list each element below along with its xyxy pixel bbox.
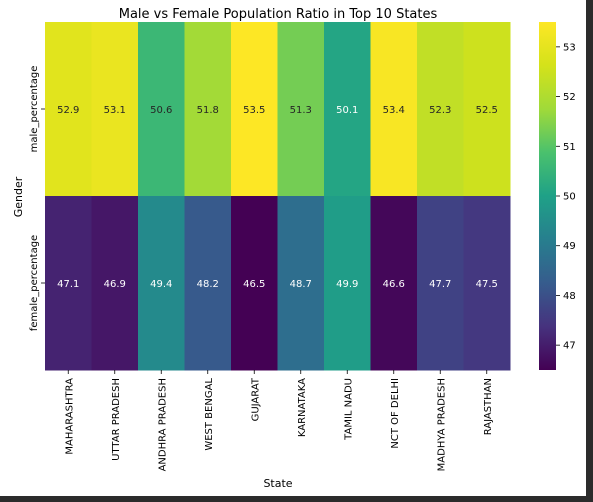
x-tick-label: NCT OF DELHI bbox=[390, 378, 401, 449]
heatmap-cell bbox=[417, 22, 464, 197]
cell-value-label: 52.3 bbox=[429, 105, 451, 116]
colorbar-tick-label: 48 bbox=[563, 291, 576, 302]
colorbar-tick-label: 47 bbox=[563, 341, 576, 352]
cell-value-labels: 52.9 53.1 50.6 51.8 53.5 51.3 50.1 53.4 52.3 52.5… bbox=[57, 105, 498, 290]
colorbar-tick-label: 49 bbox=[563, 241, 576, 252]
cell-value-label: 46.5 bbox=[243, 279, 265, 290]
heatmap-chart: Male vs Female Population Ratio in Top 1… bbox=[12, 7, 576, 490]
heatmap-cell bbox=[463, 196, 511, 371]
x-tick-label: RAJASTHAN bbox=[483, 378, 494, 435]
cell-value-label: 52.9 bbox=[57, 105, 79, 116]
heatmap-cell bbox=[277, 196, 325, 371]
heatmap-cell bbox=[184, 22, 232, 197]
cell-value-label: 53.4 bbox=[383, 105, 405, 116]
heatmap-cells bbox=[45, 22, 511, 371]
y-tick-label: male_percentage bbox=[29, 66, 40, 153]
heatmap-cell bbox=[91, 196, 139, 371]
cell-value-label: 49.9 bbox=[336, 279, 358, 290]
heatmap-cell bbox=[138, 196, 185, 371]
cell-value-label: 51.8 bbox=[197, 105, 219, 116]
x-tick-label: WEST BENGAL bbox=[204, 378, 215, 451]
cell-value-label: 47.7 bbox=[429, 279, 451, 290]
colorbar-tick-label: 53 bbox=[563, 42, 576, 53]
colorbar-ticks: 47 48 49 50 51 52 53 bbox=[556, 42, 576, 352]
x-tick-label: UTTAR PRADESH bbox=[111, 378, 122, 461]
cell-value-label: 53.5 bbox=[243, 105, 265, 116]
x-tick-label: MAHARASHTRA bbox=[64, 378, 75, 455]
heatmap-cell bbox=[45, 22, 92, 197]
cell-value-label: 49.4 bbox=[150, 279, 172, 290]
cell-value-label: 50.6 bbox=[150, 105, 172, 116]
x-tick-label: GUJARAT bbox=[250, 377, 261, 421]
cell-value-label: 46.9 bbox=[104, 279, 126, 290]
heatmap-cell bbox=[231, 196, 278, 371]
cell-value-label: 51.3 bbox=[290, 105, 312, 116]
x-tick-label: MADHYA PRADESH bbox=[436, 378, 447, 471]
x-tick-labels: MAHARASHTRA UTTAR PRADESH ANDHRA PRADESH WE… bbox=[64, 370, 494, 471]
x-tick-label: TAMIL NADU bbox=[343, 378, 354, 441]
heatmap-cell bbox=[417, 196, 464, 371]
cell-value-label: 52.5 bbox=[476, 105, 498, 116]
chart-title: Male vs Female Population Ratio in Top 1… bbox=[119, 7, 438, 22]
heatmap-cell bbox=[463, 22, 511, 197]
cell-value-label: 47.5 bbox=[476, 279, 498, 290]
x-tick-label: KARNATAKA bbox=[297, 378, 308, 437]
y-tick-labels: male_percentage female_percentage bbox=[29, 66, 45, 331]
heatmap-cell bbox=[277, 22, 325, 197]
colorbar-tick-label: 50 bbox=[563, 192, 576, 203]
cell-value-label: 47.1 bbox=[57, 279, 79, 290]
cell-value-label: 46.6 bbox=[383, 279, 405, 290]
cell-value-label: 48.2 bbox=[197, 279, 219, 290]
figure-background: Male vs Female Population Ratio in Top 1… bbox=[0, 0, 586, 496]
y-tick-label: female_percentage bbox=[29, 235, 40, 331]
x-axis-label: State bbox=[263, 477, 292, 490]
heatmap-cell bbox=[324, 196, 371, 371]
cell-value-label: 48.7 bbox=[290, 279, 312, 290]
colorbar bbox=[539, 22, 556, 370]
heatmap-cell bbox=[231, 22, 278, 197]
heatmap-cell bbox=[370, 196, 418, 371]
cell-value-label: 50.1 bbox=[336, 105, 358, 116]
heatmap-cell bbox=[138, 22, 185, 197]
cell-value-label: 53.1 bbox=[104, 105, 126, 116]
y-axis-label: Gender bbox=[12, 176, 25, 217]
colorbar-tick-label: 51 bbox=[563, 142, 576, 153]
x-tick-label: ANDHRA PRADESH bbox=[157, 378, 168, 471]
heatmap-cell bbox=[45, 196, 92, 371]
colorbar-tick-label: 52 bbox=[563, 92, 576, 103]
heatmap-cell bbox=[184, 196, 232, 371]
heatmap-cell bbox=[91, 22, 139, 197]
heatmap-cell bbox=[370, 22, 418, 197]
heatmap-cell bbox=[324, 22, 371, 197]
